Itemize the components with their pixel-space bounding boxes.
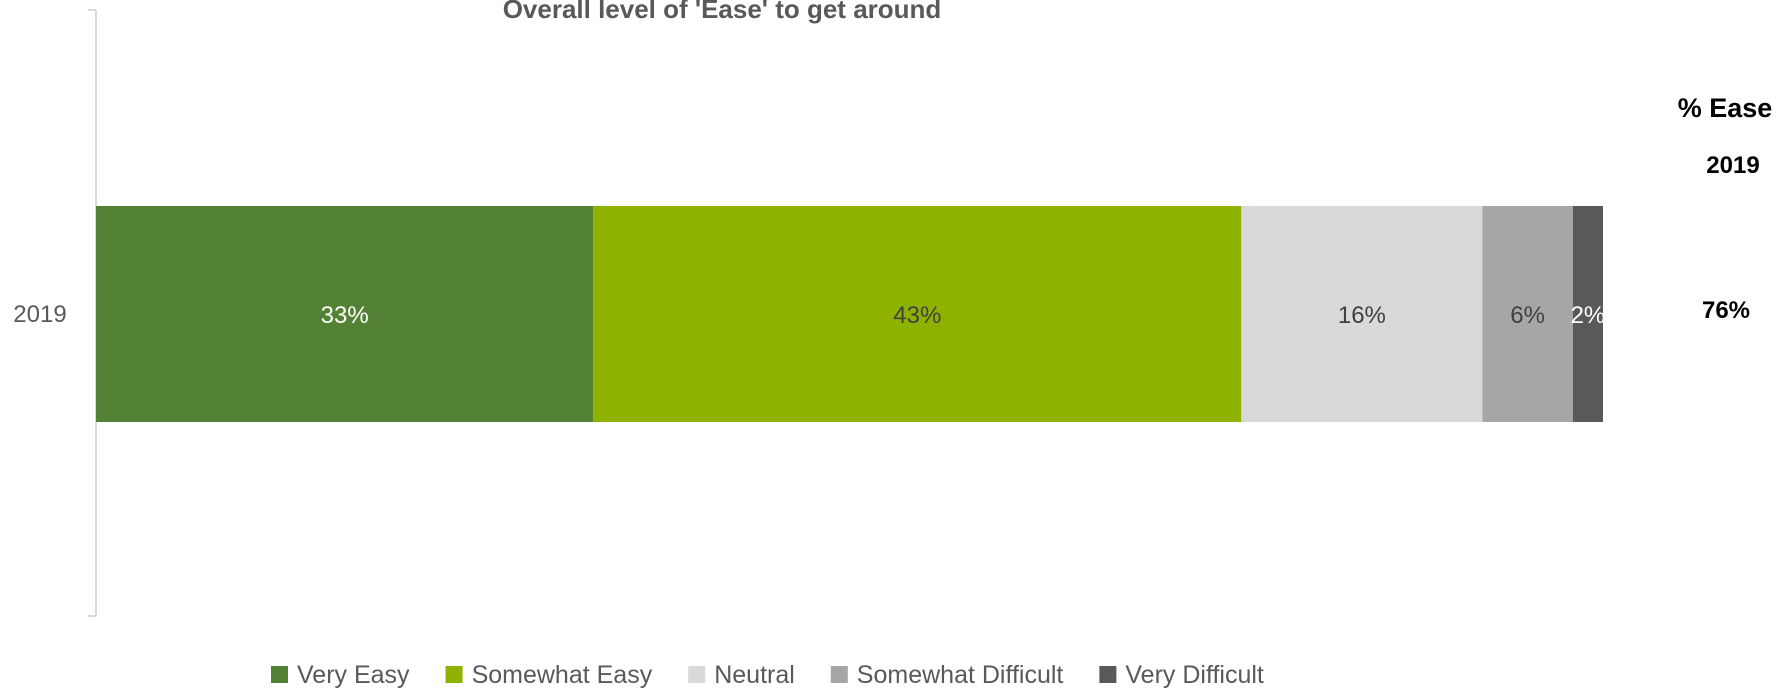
data-label-very-easy: 33% [321,302,369,329]
legend-label-somewhat-easy: Somewhat Easy [472,661,653,689]
chart-title: Overall level of 'Ease' to get around [503,0,942,24]
ease-summary-year: 2019 [1706,152,1759,179]
category-label: 2019 [13,301,66,328]
ease-summary-heading: % Ease [1678,93,1773,123]
legend-swatch-somewhat-difficult [830,666,848,683]
data-label-neutral: 16% [1338,302,1386,329]
data-label-somewhat-difficult: 6% [1510,302,1545,329]
legend-swatch-neutral [688,666,706,683]
legend-label-neutral: Neutral [714,661,795,689]
bar-segments [96,206,1603,422]
data-labels: 33% 43% 16% 6% 2% [321,302,1606,329]
legend-swatch-very-difficult [1099,666,1117,683]
legend-swatch-very-easy [271,666,288,683]
legend-swatch-somewhat-easy [445,666,463,683]
legend-label-very-easy: Very Easy [297,661,410,689]
bar-segment-somewhat-difficult [1482,206,1573,422]
bar-segment-very-difficult [1572,206,1603,422]
data-label-very-difficult: 2% [1571,302,1606,329]
bar-segment-neutral [1241,206,1483,422]
ease-summary: % Ease 2019 76% [1678,93,1773,324]
data-label-somewhat-easy: 43% [893,302,941,329]
category-axis [88,9,97,617]
category-labels: 2019 [13,301,66,328]
bar-segment-very-easy [96,206,594,422]
legend-label-somewhat-difficult: Somewhat Difficult [857,661,1064,689]
bar-segment-somewhat-easy [593,206,1242,422]
legend-label-very-difficult: Very Difficult [1125,661,1264,689]
ease-summary-value: 76% [1702,297,1750,324]
legend: Very Easy Somewhat Easy Neutral Somewhat Di… [271,661,1264,689]
